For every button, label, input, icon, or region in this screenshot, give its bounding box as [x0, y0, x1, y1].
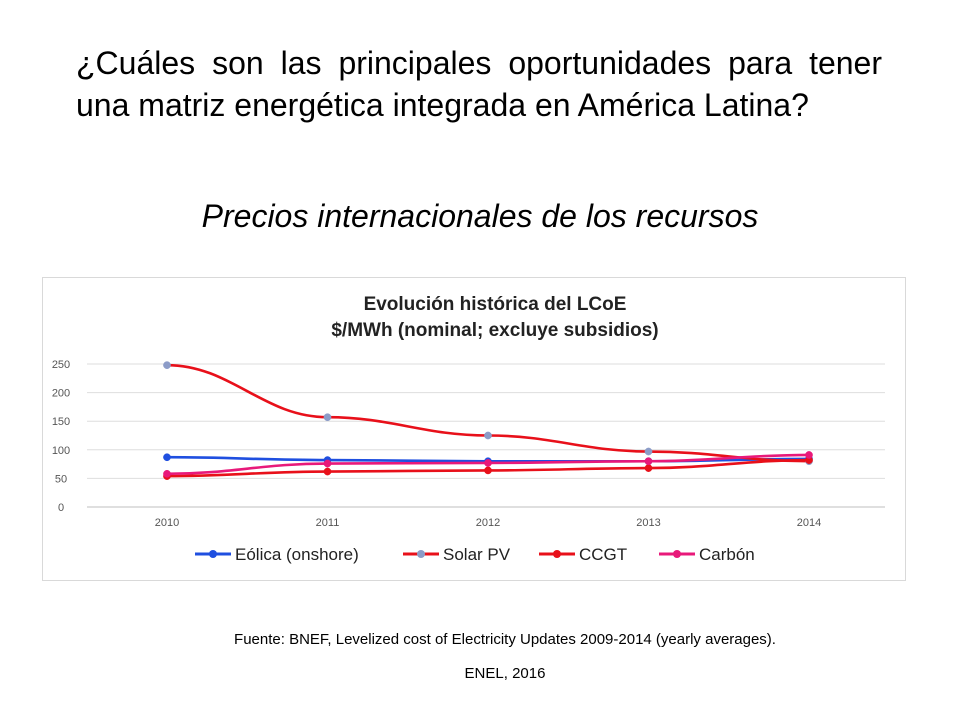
data-point	[163, 453, 171, 462]
legend-item: Eólica (onshore)	[195, 545, 359, 564]
data-point	[163, 469, 171, 478]
legend-label: Solar PV	[443, 545, 511, 564]
slide-question: ¿Cuáles son las principales oportunidade…	[76, 45, 882, 123]
author-credit: ENEL, 2016	[464, 665, 546, 682]
legend-label: CCGT	[579, 545, 627, 564]
legend-item: CCGT	[539, 545, 627, 564]
y-tick-label: 50	[55, 473, 67, 485]
data-point	[644, 457, 653, 466]
series-carb-n	[163, 451, 813, 478]
x-axis-ticks: 2010 2011 2012 2013 2014	[155, 517, 821, 529]
chart-subtitle: $/MWh (nominal; excluye subsidios)	[331, 320, 658, 341]
legend-swatch-marker	[553, 550, 561, 558]
chart-legend: Eólica (onshore) Solar PV CCGT Carbón	[195, 545, 755, 564]
x-tick-label: 2012	[476, 517, 500, 529]
legend-swatch-marker	[209, 550, 217, 558]
x-tick-label: 2010	[155, 517, 179, 529]
x-tick-label: 2014	[797, 517, 821, 529]
data-point	[323, 467, 332, 476]
data-point	[484, 459, 492, 467]
y-axis-ticks: 0 50 100 150 200 250	[52, 359, 70, 514]
x-tick-label: 2011	[316, 517, 340, 529]
data-point	[644, 464, 653, 472]
y-tick-label: 200	[52, 388, 70, 400]
y-tick-label: 0	[58, 502, 64, 514]
chart-gridlines	[87, 363, 885, 508]
source-citation: Fuente: BNEF, Levelized cost of Electric…	[234, 631, 776, 648]
legend-item: Carbón	[659, 545, 755, 564]
slide-subtitle: Precios internacionales de los recursos	[201, 198, 759, 234]
data-point	[644, 447, 653, 456]
legend-swatch-marker	[417, 550, 425, 558]
series-solar-pv	[163, 361, 813, 466]
series-line	[166, 363, 810, 463]
data-point	[805, 451, 813, 459]
legend-label: Carbón	[699, 545, 755, 564]
data-point	[323, 413, 332, 422]
chart-container: Evolución histórica del LCoE $/MWh (nomi…	[42, 277, 906, 581]
legend-swatch-marker	[673, 550, 681, 558]
y-tick-label: 100	[52, 445, 70, 457]
data-point	[323, 459, 332, 468]
y-tick-label: 150	[52, 416, 70, 428]
data-point	[484, 431, 492, 440]
chart-title: Evolución histórica del LCoE	[364, 294, 627, 315]
y-tick-label: 250	[52, 359, 70, 371]
x-tick-label: 2013	[636, 517, 660, 529]
lcoe-chart: Evolución histórica del LCoE $/MWh (nomi…	[52, 294, 885, 564]
legend-item: Solar PV	[403, 545, 511, 564]
chart-series	[163, 361, 813, 480]
data-point	[484, 466, 492, 475]
data-point	[163, 361, 171, 369]
legend-label: Eólica (onshore)	[235, 545, 359, 564]
